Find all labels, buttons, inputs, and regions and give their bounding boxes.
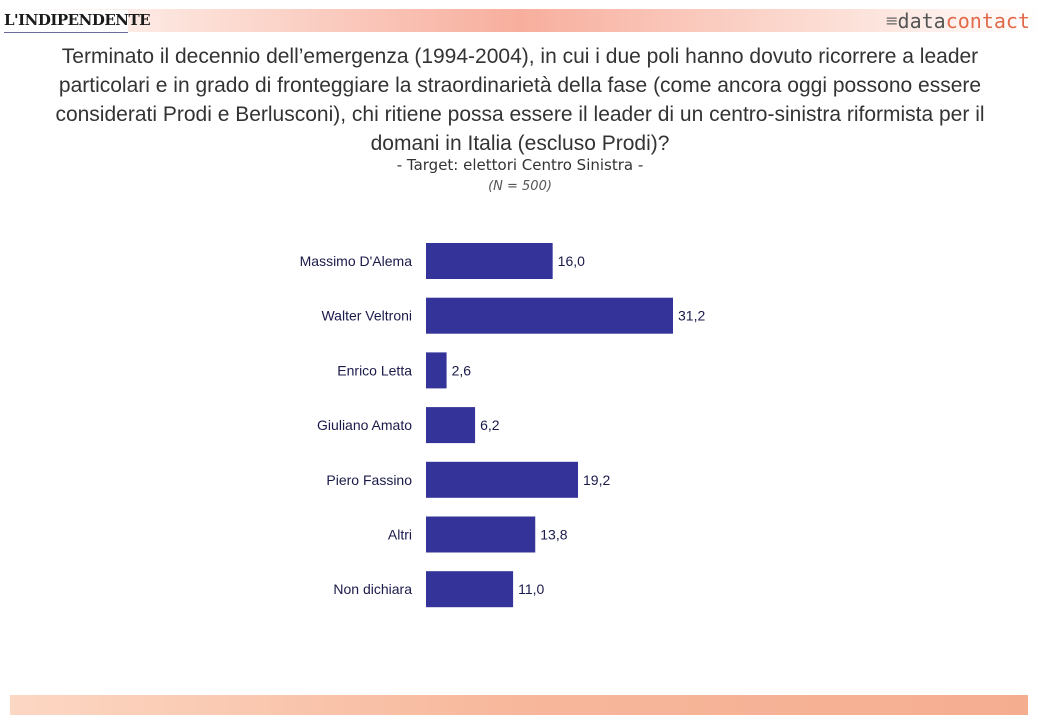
value-label: 2,6 bbox=[452, 362, 472, 378]
value-label: 16,0 bbox=[558, 253, 585, 269]
value-label: 11,0 bbox=[518, 581, 544, 597]
category-label: Altri bbox=[388, 527, 412, 543]
value-label: 6,2 bbox=[480, 417, 500, 433]
logo-lindipendente: L'INDIPENDENTE bbox=[4, 10, 151, 33]
chart-title: Terminato il decennio dell’emergenza (19… bbox=[55, 45, 985, 155]
category-label: Giuliano Amato bbox=[317, 417, 412, 433]
bar bbox=[426, 243, 553, 279]
bar bbox=[426, 352, 447, 389]
bar bbox=[426, 407, 476, 444]
bar bbox=[426, 571, 514, 608]
logo-datacontact-prefix: data bbox=[897, 9, 946, 33]
category-label: Piero Fassino bbox=[326, 472, 412, 488]
sample-size-note: (N = 500) bbox=[488, 179, 552, 194]
category-label: Walter Veltroni bbox=[321, 308, 412, 324]
logo-datacontact-suffix: contact bbox=[945, 9, 1030, 33]
value-label: 13,8 bbox=[540, 527, 567, 543]
logo-datacontact: ≡ data contact bbox=[883, 9, 1030, 33]
category-label: Non dichiara bbox=[333, 581, 412, 597]
bar bbox=[426, 516, 536, 553]
bar bbox=[426, 297, 673, 334]
header-band bbox=[0, 9, 1040, 32]
category-label: Massimo D'Alema bbox=[300, 253, 413, 269]
footer-band bbox=[10, 695, 1028, 715]
category-label: Enrico Letta bbox=[337, 362, 412, 378]
value-label: 19,2 bbox=[583, 472, 610, 488]
bar bbox=[426, 461, 578, 498]
speed-lines-icon: ≡ bbox=[885, 11, 899, 30]
chart-subtitle: - Target: elettori Centro Sinistra - bbox=[396, 156, 644, 174]
value-label: 31,2 bbox=[678, 308, 705, 324]
